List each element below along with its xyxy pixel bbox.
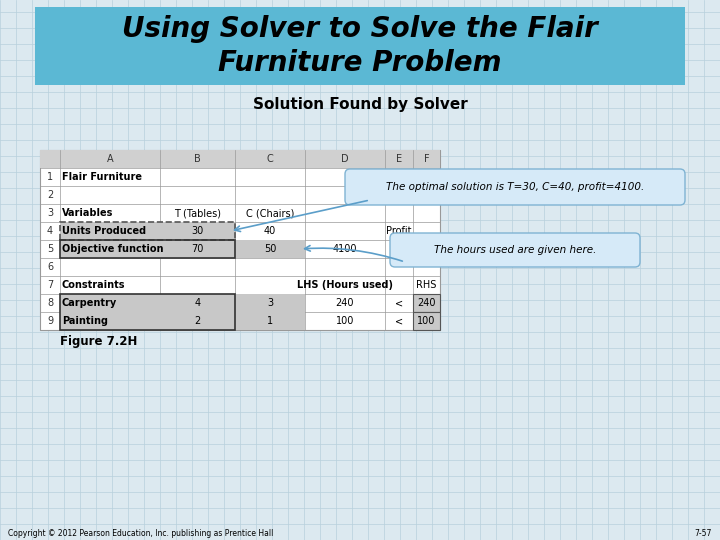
Text: 4100: 4100: [333, 244, 357, 254]
Text: 4: 4: [47, 226, 53, 236]
FancyBboxPatch shape: [235, 312, 305, 330]
Text: 240: 240: [336, 298, 354, 308]
Text: Objective function: Objective function: [62, 244, 163, 254]
Text: F: F: [423, 154, 429, 164]
FancyBboxPatch shape: [160, 312, 235, 330]
Text: 9: 9: [47, 316, 53, 326]
FancyBboxPatch shape: [413, 312, 440, 330]
Text: The hours used are given here.: The hours used are given here.: [434, 245, 596, 255]
Text: 3: 3: [267, 298, 273, 308]
Text: 100: 100: [418, 316, 436, 326]
Text: 40: 40: [264, 226, 276, 236]
FancyBboxPatch shape: [160, 222, 235, 240]
FancyBboxPatch shape: [40, 150, 440, 330]
Text: <: <: [395, 316, 403, 326]
Text: Carpentry: Carpentry: [62, 298, 117, 308]
Text: 50: 50: [264, 244, 276, 254]
Text: A: A: [107, 154, 113, 164]
Text: Units Produced: Units Produced: [62, 226, 146, 236]
Text: E: E: [396, 154, 402, 164]
Text: Profit: Profit: [386, 226, 412, 236]
FancyBboxPatch shape: [390, 233, 640, 267]
Text: Copyright © 2012 Pearson Education, Inc. publishing as Prentice Hall: Copyright © 2012 Pearson Education, Inc.…: [8, 529, 274, 537]
FancyBboxPatch shape: [235, 294, 305, 312]
Text: T (Tables): T (Tables): [174, 208, 221, 218]
Text: Flair Furniture: Flair Furniture: [62, 172, 142, 182]
Text: Constraints: Constraints: [62, 280, 125, 290]
Text: Painting: Painting: [62, 316, 108, 326]
FancyBboxPatch shape: [60, 222, 160, 240]
Text: Solution Found by Solver: Solution Found by Solver: [253, 98, 467, 112]
FancyBboxPatch shape: [345, 169, 685, 205]
FancyBboxPatch shape: [60, 294, 160, 312]
FancyBboxPatch shape: [35, 7, 685, 85]
Text: 100: 100: [336, 316, 354, 326]
Text: Variables: Variables: [62, 208, 113, 218]
FancyBboxPatch shape: [40, 150, 440, 168]
Text: C: C: [266, 154, 274, 164]
Text: B: B: [194, 154, 201, 164]
FancyBboxPatch shape: [60, 312, 160, 330]
Text: 8: 8: [47, 298, 53, 308]
Text: C (Chairs): C (Chairs): [246, 208, 294, 218]
Text: 4: 4: [194, 298, 201, 308]
FancyBboxPatch shape: [160, 240, 235, 258]
Text: 7-57: 7-57: [695, 529, 712, 537]
Text: 3: 3: [47, 208, 53, 218]
Text: 70: 70: [192, 244, 204, 254]
Text: 240: 240: [418, 298, 436, 308]
Text: The optimal solution is T=30, C=40, profit=4100.: The optimal solution is T=30, C=40, prof…: [386, 182, 644, 192]
Text: <: <: [395, 298, 403, 308]
FancyBboxPatch shape: [60, 240, 160, 258]
Text: 2: 2: [194, 316, 201, 326]
Text: Using Solver to Solve the Flair
Furniture Problem: Using Solver to Solve the Flair Furnitur…: [122, 15, 598, 77]
Text: LHS (Hours used): LHS (Hours used): [297, 280, 393, 290]
Text: 6: 6: [47, 262, 53, 272]
Text: Figure 7.2H: Figure 7.2H: [60, 335, 138, 348]
FancyBboxPatch shape: [413, 294, 440, 312]
Text: 7: 7: [47, 280, 53, 290]
FancyBboxPatch shape: [160, 294, 235, 312]
Text: 2: 2: [47, 190, 53, 200]
Text: RHS: RHS: [416, 280, 437, 290]
Text: 1: 1: [267, 316, 273, 326]
FancyBboxPatch shape: [235, 240, 305, 258]
Text: 1: 1: [47, 172, 53, 182]
Text: 5: 5: [47, 244, 53, 254]
Text: 30: 30: [192, 226, 204, 236]
Text: D: D: [341, 154, 348, 164]
